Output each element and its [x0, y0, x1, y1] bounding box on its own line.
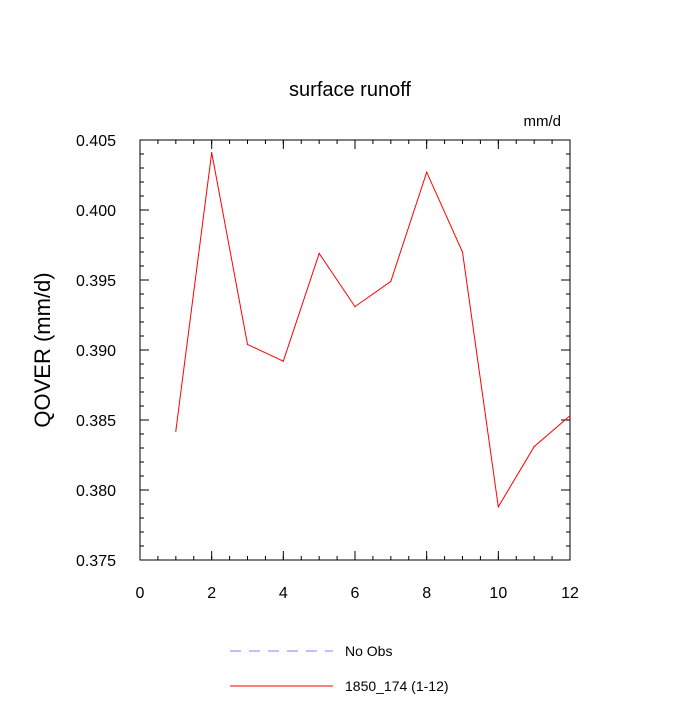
axes: 0 2 4 6 8 10 12 0.375 0.380 0.385 0.390 0.395 0.400 0… — [76, 133, 579, 602]
data-point — [354, 306, 356, 308]
y-tick-label: 0.385 — [76, 413, 116, 430]
data-point — [211, 152, 213, 154]
legend-label: No Obs — [345, 643, 392, 659]
data-point — [390, 280, 392, 282]
data-point — [175, 430, 177, 432]
y-tick-label: 0.405 — [76, 133, 116, 150]
y-tick-label: 0.375 — [76, 553, 116, 570]
x-tick-label: 4 — [279, 585, 288, 602]
data-point — [461, 251, 464, 253]
x-tick-label: 8 — [422, 585, 431, 602]
x-tick-label: 0 — [136, 585, 145, 602]
plot-frame — [139, 139, 571, 561]
y-tick-label: 0.390 — [76, 343, 116, 360]
series-layer — [175, 152, 571, 509]
y-tick-label: 0.400 — [76, 203, 116, 220]
data-point — [569, 415, 571, 417]
x-tick-label: 6 — [351, 585, 360, 602]
legend: No Obs 1850_174 (1-12) — [230, 643, 449, 694]
data-point — [533, 446, 535, 448]
units-label: mm/d — [524, 113, 562, 130]
data-point — [282, 360, 284, 362]
x-tick-label: 2 — [207, 585, 216, 602]
y-tick-label: 0.395 — [76, 273, 116, 290]
chart-title: surface runoff — [289, 79, 411, 101]
y-tick-label: 0.380 — [76, 483, 116, 500]
data-point — [426, 171, 428, 173]
data-point — [318, 252, 320, 254]
x-tick-label: 10 — [489, 585, 507, 602]
series-line — [175, 152, 571, 509]
y-axis-label: QOVER (mm/d) — [30, 272, 55, 427]
x-tick-label: 12 — [561, 585, 579, 602]
data-point — [246, 343, 249, 345]
data-point — [497, 506, 499, 508]
legend-label: 1850_174 (1-12) — [345, 678, 449, 694]
